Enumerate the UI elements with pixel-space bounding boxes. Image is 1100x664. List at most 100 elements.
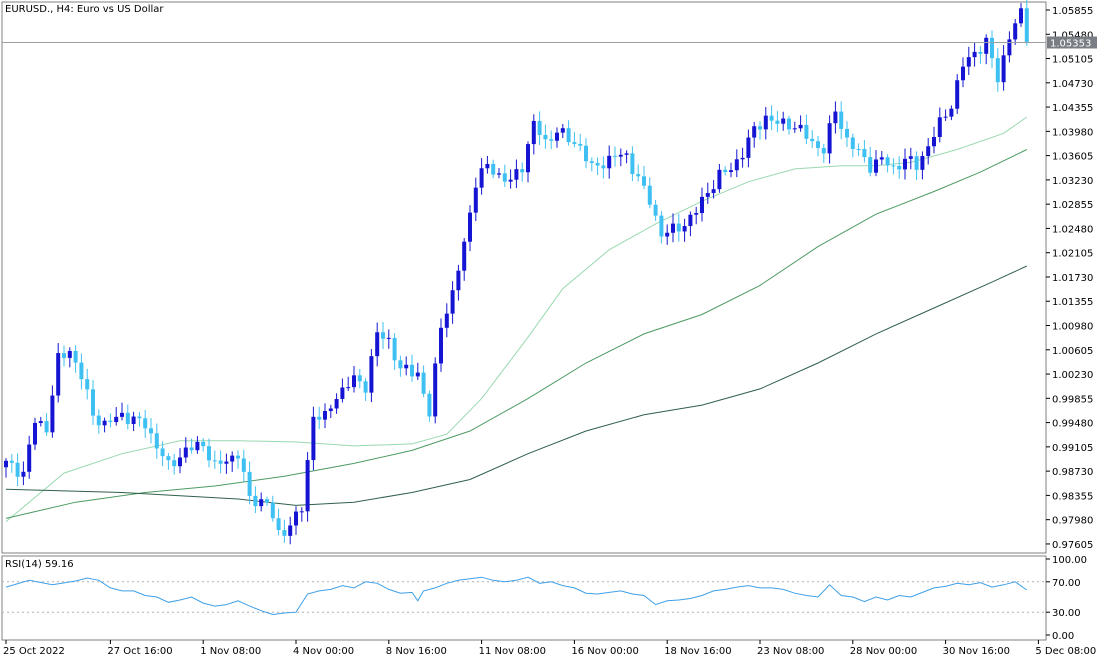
candle-body [241, 458, 246, 472]
candle-body [328, 408, 333, 412]
time-axis-tick-label: 27 Oct 16:00 [107, 646, 172, 657]
candle-body [1024, 8, 1029, 43]
candle-body [125, 412, 130, 424]
candle-body [618, 154, 623, 157]
price-axis-tick-label: 0.98730 [1052, 467, 1093, 478]
candle-body [247, 471, 252, 496]
candle-body [317, 416, 322, 420]
candle-body [253, 495, 258, 507]
candle-body [218, 460, 223, 464]
candle-body [172, 460, 177, 467]
candle-body [1019, 8, 1023, 24]
rsi-indicator-label: RSI(14) 59.16 [5, 559, 74, 570]
candle-body [154, 433, 159, 449]
candle-body [479, 168, 484, 188]
candle-body [404, 364, 409, 369]
candle-body [897, 166, 902, 170]
current-price-label: 1.05353 [1050, 38, 1091, 49]
candle-body [943, 116, 948, 118]
candle-body [717, 169, 722, 190]
price-axis-tick-label: 1.04355 [1052, 103, 1093, 114]
price-axis-tick-label: 0.97605 [1052, 540, 1093, 551]
candle-body [67, 350, 72, 358]
candle-body [27, 444, 32, 472]
candle-body [821, 147, 826, 154]
candle-body [769, 115, 774, 121]
candle-body [236, 455, 240, 459]
price-axis-tick-label: 0.98355 [1052, 491, 1093, 502]
price-axis-tick-label: 1.00230 [1052, 370, 1093, 381]
candle-body [845, 128, 849, 138]
time-axis-tick-label: 23 Nov 08:00 [757, 646, 824, 657]
candle-body [787, 118, 791, 130]
candle-body [798, 124, 803, 129]
price-axis-tick-label: 0.97980 [1052, 516, 1093, 527]
candle-body [502, 173, 507, 182]
candle-body [775, 120, 780, 124]
candle-body [166, 456, 171, 461]
candle-body [265, 499, 269, 503]
candle-body [1007, 39, 1012, 56]
candle-body [682, 226, 687, 232]
moving-average-line [5, 265, 1028, 506]
price-panel-frame [1, 1, 1047, 554]
candle-body [659, 215, 664, 237]
price-axis-tick-label: 1.01730 [1052, 273, 1093, 284]
candle-body [862, 149, 867, 158]
candle-body [4, 460, 8, 468]
candle-body [810, 138, 815, 142]
time-axis-tick-label: 8 Nov 16:00 [386, 646, 447, 657]
rsi-axis-tick-label: 0.00 [1052, 631, 1074, 642]
candle-body [410, 364, 414, 377]
candle-body [908, 156, 913, 159]
candle-body [392, 337, 397, 361]
candle-body [932, 137, 936, 147]
candle-body [792, 128, 797, 130]
candle-body [305, 460, 310, 512]
time-axis-tick-label: 5 Dec 08:00 [1035, 646, 1096, 657]
candle-body [856, 148, 861, 150]
candle-body [114, 416, 119, 423]
candle-body [740, 157, 745, 160]
candle-body [647, 185, 652, 205]
time-axis-tick-label: 16 Nov 00:00 [571, 646, 638, 657]
candle-body [1013, 23, 1018, 40]
rsi-panel-frame [1, 555, 1047, 641]
candle-body [450, 290, 455, 314]
price-axis-tick-label: 1.03605 [1052, 152, 1093, 163]
price-axis-tick-label: 0.99480 [1052, 419, 1093, 430]
candle-body [589, 161, 594, 163]
candle-body [143, 418, 148, 429]
candle-body [891, 165, 896, 167]
candle-body [270, 502, 275, 519]
candle-body [79, 362, 84, 380]
candle-body [984, 37, 989, 54]
candle-body [357, 375, 362, 382]
candle-body [990, 37, 994, 59]
candle-body [340, 387, 345, 399]
price-axis-tick-label: 1.04730 [1052, 79, 1093, 90]
candle-body [120, 412, 124, 417]
price-axis-tick-label: 1.01355 [1052, 297, 1093, 308]
candle-body [183, 447, 188, 458]
candle-body [334, 398, 339, 409]
candle-body [1001, 55, 1006, 83]
price-axis-tick-label: 1.00605 [1052, 346, 1093, 357]
candle-body [15, 462, 20, 477]
price-axis-tick-label: 1.02105 [1052, 249, 1093, 260]
candle-body [920, 156, 925, 170]
candle-body [473, 187, 478, 213]
candle-body [323, 411, 327, 420]
candle-body [874, 159, 878, 173]
candle-body [885, 157, 890, 166]
candle-body [433, 363, 438, 417]
price-axis-tick-label: 1.05480 [1052, 30, 1093, 41]
candle-body [212, 460, 217, 462]
candle-body [624, 153, 629, 155]
candle-body [543, 134, 548, 140]
candle-body [531, 120, 536, 145]
candle-body [723, 169, 728, 172]
candle-body [207, 446, 211, 461]
